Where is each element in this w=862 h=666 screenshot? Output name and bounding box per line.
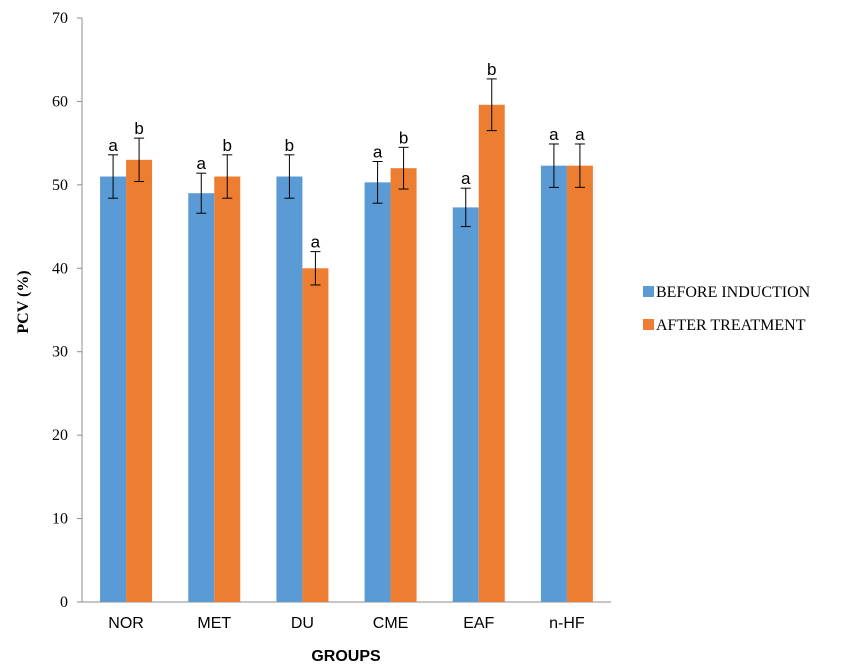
bar-after-treatment-nor [126,159,153,603]
legend-swatch-after-treatment [643,319,654,330]
x-axis-title: GROUPS [311,648,381,665]
significance-label: a [461,169,471,188]
x-tick-label: DU [291,615,314,632]
bar-before-induction-n-hf [540,165,567,602]
significance-label: a [549,125,559,144]
significance-label: b [134,119,143,138]
x-tick-label: n-HF [549,615,585,632]
x-tick-label: CME [373,615,409,632]
bar-before-induction-met [188,193,215,602]
bar-after-treatment-cme [390,168,417,602]
bar-after-treatment-met [214,176,241,602]
bar-before-induction-nor [100,176,127,602]
y-tick-label: 40 [52,260,68,277]
significance-label: a [575,125,585,144]
legend: BEFORE INDUCTION AFTER TREATMENT [643,284,811,334]
significance-label: b [487,60,496,79]
y-tick-label: 10 [52,511,68,528]
y-tick-label: 60 [52,93,68,110]
significance-label: a [373,142,383,161]
x-tick-label: EAF [463,615,494,632]
significance-label: a [108,136,118,155]
y-tick-label: 70 [52,10,68,27]
bar-before-induction-du [276,176,303,602]
x-tick-label: NOR [108,615,144,632]
legend-label-after-treatment: AFTER TREATMENT [656,317,806,334]
plot-area: 010203040506070abNORabMETbaDUabCMEabEAFa… [52,10,611,632]
bar-before-induction-cme [364,182,391,602]
significance-label: b [223,136,232,155]
legend-swatch-before-induction [643,286,654,297]
x-tick-label: MET [197,615,231,632]
bar-before-induction-eaf [452,207,479,602]
significance-label: b [399,128,408,147]
significance-label: a [311,233,321,252]
y-tick-label: 20 [52,427,68,444]
bar-after-treatment-eaf [478,104,505,602]
y-tick-label: 0 [60,594,68,611]
y-tick-label: 50 [52,177,68,194]
y-axis-title: PCV (%) [15,270,32,333]
y-tick-label: 30 [52,344,68,361]
bar-after-treatment-du [302,268,329,602]
significance-label: b [285,136,294,155]
legend-label-before-induction: BEFORE INDUCTION [656,284,811,301]
significance-label: a [197,154,207,173]
bar-after-treatment-n-hf [566,165,593,602]
